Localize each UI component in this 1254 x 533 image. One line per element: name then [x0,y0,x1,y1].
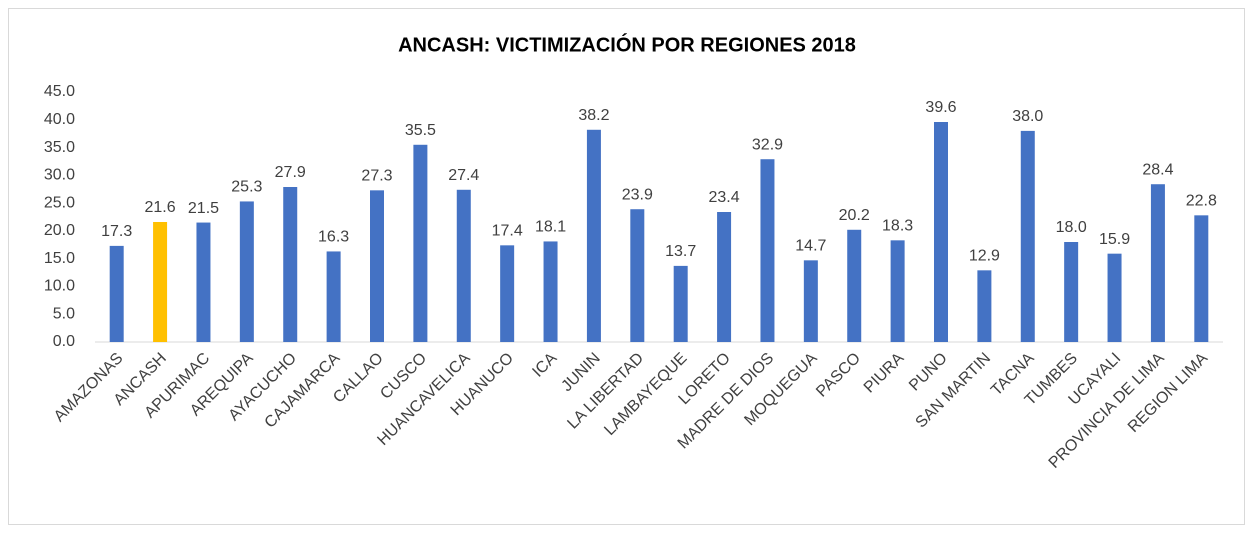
data-label: 32.9 [752,136,783,153]
data-label: 28.4 [1142,161,1173,178]
bar [109,245,124,342]
data-label: 27.3 [361,168,392,185]
bar [934,122,948,342]
data-label: 23.4 [709,189,740,206]
bar [413,144,428,342]
bar [1150,184,1165,342]
data-label: 13.7 [665,243,696,260]
data-label: 18.3 [882,218,913,235]
y-tick-label: 40.0 [44,111,75,128]
data-label: 16.3 [318,229,349,246]
bar [803,260,818,342]
y-tick-label: 10.0 [44,278,75,295]
bar [500,245,515,342]
bar [717,212,732,342]
bar [1194,215,1209,342]
data-label: 17.3 [101,223,132,240]
bar [977,270,992,342]
bar [370,190,384,342]
y-tick-label: 45.0 [44,83,75,100]
bar [543,241,558,342]
bar [673,265,688,342]
data-label: 18.0 [1056,219,1087,236]
data-label: 35.5 [405,122,436,139]
data-label: 17.4 [492,223,523,240]
bar [1064,242,1079,342]
data-label: 25.3 [231,179,262,196]
data-label: 22.8 [1186,193,1217,210]
bar [283,187,298,342]
data-label: 27.9 [275,164,306,181]
data-label: 39.6 [925,99,956,116]
y-tick-label: 30.0 [44,167,75,184]
bar [326,251,341,342]
data-label: 21.5 [188,200,219,217]
y-tick-label: 15.0 [44,250,75,267]
y-tick-label: 5.0 [53,305,75,322]
bar [196,222,211,342]
data-label: 23.9 [622,186,653,203]
bar [1020,130,1035,342]
bar [456,189,471,342]
y-tick-label: 20.0 [44,222,75,239]
data-label: 18.1 [535,219,566,236]
data-label: 15.9 [1099,231,1130,248]
y-tick-label: 35.0 [44,139,75,156]
bar [153,222,168,342]
data-label: 12.9 [969,248,1000,265]
data-label: 20.2 [839,207,870,224]
bar [890,240,905,342]
data-label: 21.6 [145,199,176,216]
bar [760,159,775,342]
y-tick-label: 0.0 [53,333,75,350]
bar [239,201,254,342]
data-label: 38.0 [1012,108,1043,125]
chart-title: ANCASH: VICTIMIZACIÓN POR REGIONES 2018 [398,32,856,56]
bar [1107,253,1122,342]
data-label: 14.7 [795,238,826,255]
bar [847,229,862,342]
data-label: 27.4 [448,167,479,184]
bar [586,129,601,342]
data-label: 38.2 [578,107,609,124]
bar [630,209,645,342]
chart-frame [8,8,1245,525]
y-tick-label: 25.0 [44,194,75,211]
